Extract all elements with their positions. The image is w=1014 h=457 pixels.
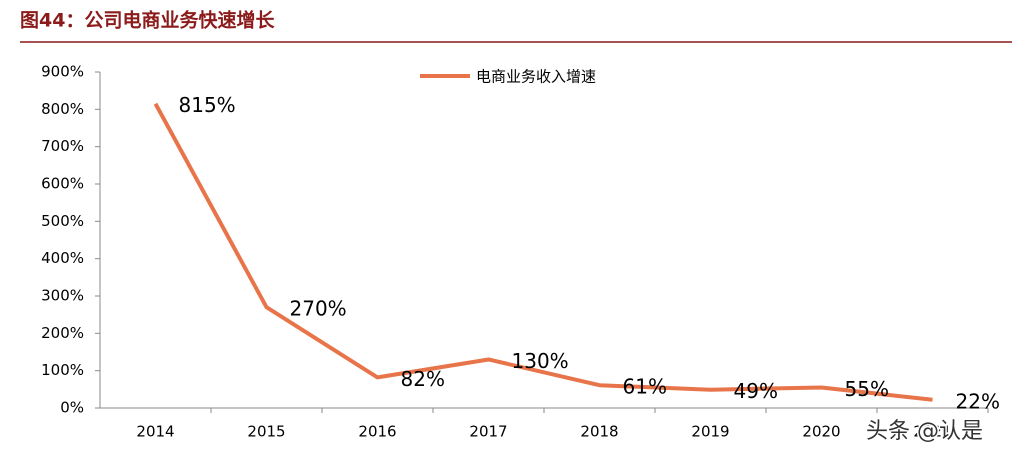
- x-tick-label: 2018: [580, 423, 618, 441]
- y-tick-label: 800%: [41, 100, 84, 118]
- y-tick-label: 900%: [41, 63, 84, 81]
- y-tick-label: 500%: [41, 212, 84, 230]
- data-label: 22%: [956, 389, 1000, 413]
- data-label: 815%: [179, 93, 236, 117]
- data-label: 82%: [401, 367, 445, 391]
- y-tick-label: 400%: [41, 249, 84, 267]
- data-label: 130%: [512, 349, 569, 373]
- x-tick-label: 2016: [358, 423, 396, 441]
- y-tick-label: 100%: [41, 361, 84, 379]
- legend-label: 电商业务收入增速: [476, 68, 596, 86]
- y-tick-label: 200%: [41, 324, 84, 342]
- x-tick-label: 2019: [691, 423, 729, 441]
- x-tick-label: 2017: [469, 423, 507, 441]
- y-tick-label: 600%: [41, 175, 84, 193]
- y-tick-label: 300%: [41, 287, 84, 305]
- data-label: 49%: [734, 379, 778, 403]
- chart-title: 图44：公司电商业务快速增长: [20, 9, 275, 32]
- x-tick-label: 2014: [136, 423, 174, 441]
- y-tick-label: 700%: [41, 137, 84, 155]
- data-label: 61%: [623, 375, 667, 399]
- series-line: [153, 102, 933, 402]
- watermark: 头条 @认是: [866, 419, 983, 444]
- data-label: 55%: [845, 377, 889, 401]
- x-tick-label: 2020: [802, 423, 840, 441]
- data-label: 270%: [290, 297, 347, 321]
- x-tick-label: 2021: [913, 423, 951, 441]
- x-tick-label: 2015: [247, 423, 285, 441]
- y-tick-label: 0%: [60, 399, 84, 417]
